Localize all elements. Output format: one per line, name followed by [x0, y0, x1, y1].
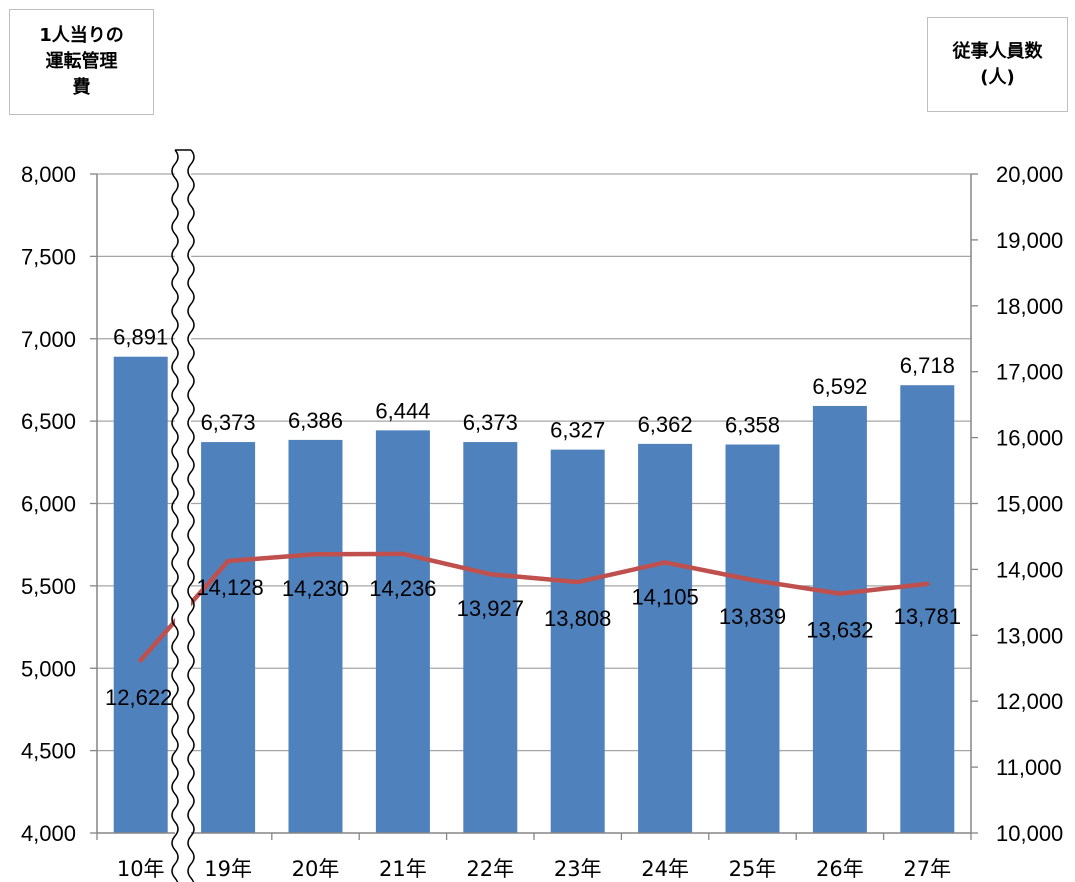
right-tick-label: 20,000 [996, 162, 1063, 187]
left-tick-label: 7,000 [21, 327, 76, 352]
right-tick-label: 16,000 [996, 426, 1063, 451]
bar-data-label: 6,362 [638, 412, 693, 437]
x-tick-label: 21年 [379, 857, 427, 881]
bar [725, 444, 780, 833]
x-tick-label: 27年 [903, 857, 951, 881]
line-point [400, 551, 406, 557]
bar [201, 442, 256, 833]
right-tick-label: 15,000 [996, 492, 1063, 517]
line-point [575, 579, 580, 585]
bar-data-label: 6,592 [812, 374, 867, 399]
bar [463, 442, 518, 833]
bar [375, 430, 430, 833]
bar-data-label: 6,718 [900, 353, 955, 378]
bar-data-label: 6,373 [463, 410, 518, 435]
line-data-label: 14,128 [196, 575, 263, 600]
line-point [313, 552, 318, 557]
line-point [750, 577, 755, 583]
data-labels: 6,891 6,373 6,386 6,444 6,373 6,327 6,362 6,358… [105, 325, 961, 711]
line-series [138, 551, 930, 663]
line-data-label: 14,230 [282, 576, 349, 601]
right-tick-label: 14,000 [996, 557, 1063, 582]
right-tick-label: 11,000 [996, 755, 1062, 780]
left-tick-label: 7,500 [21, 244, 76, 269]
left-tick-label: 6,000 [21, 492, 76, 517]
line-data-label: 13,927 [457, 596, 524, 621]
line-point [837, 591, 843, 596]
line-point [138, 658, 143, 663]
axis-break-band [175, 150, 191, 882]
right-tick-label: 12,000 [996, 689, 1063, 714]
axis-break-right-edge [187, 149, 195, 882]
left-tick-label: 5,000 [21, 656, 76, 681]
line-data-label: 13,839 [719, 604, 786, 629]
x-tick-label: 26年 [816, 857, 864, 881]
right-tick-label: 19,000 [996, 228, 1063, 253]
line-data-label: 13,632 [806, 618, 873, 643]
x-tick-label: 20年 [292, 857, 340, 881]
bar-series [113, 356, 955, 833]
right-tick-label: 10,000 [996, 821, 1063, 846]
x-tick-label: 25年 [729, 857, 777, 881]
x-tick-label: 24年 [641, 857, 689, 881]
line-data-label: 14,105 [631, 584, 698, 609]
line-data-label: 12,622 [105, 685, 172, 710]
right-tick-label: 18,000 [996, 294, 1063, 319]
line-point [662, 560, 668, 565]
x-tick-label: 19年 [204, 857, 252, 881]
axis-break-marker [171, 149, 195, 882]
left-tick-label: 4,500 [21, 739, 76, 764]
line-data-label: 13,781 [894, 604, 961, 629]
line-data-label: 14,236 [369, 576, 436, 601]
left-tick-label: 4,000 [21, 821, 76, 846]
bar [638, 443, 693, 833]
bar-data-label: 6,444 [375, 398, 430, 423]
axes: 4,000 4,500 5,000 5,500 6,000 6,500 7,000 7,500… [21, 162, 1063, 881]
bar-data-label: 6,358 [725, 413, 780, 438]
line-point [925, 581, 930, 587]
line-point [488, 572, 493, 577]
bar-data-label: 6,891 [113, 325, 168, 350]
left-axis-title: 1人当りの 運転管理 費 [9, 9, 154, 115]
bar [550, 449, 605, 833]
bar [812, 405, 867, 833]
bar-data-label: 6,373 [201, 410, 256, 435]
bar [288, 439, 343, 833]
x-tick-label: 23年 [554, 857, 602, 881]
left-tick-label: 6,500 [21, 409, 76, 434]
line-path [138, 551, 930, 663]
line-point [225, 558, 231, 564]
axis-break-left-edge [171, 149, 179, 882]
line-data-label: 13,808 [544, 606, 611, 631]
bar [113, 356, 168, 833]
right-tick-label: 13,000 [996, 623, 1063, 648]
x-tick-label: 22年 [466, 857, 514, 881]
right-axis-title: 従事人員数 (人) [927, 17, 1068, 112]
bar-data-label: 6,327 [550, 418, 605, 443]
x-tick-label: 10年 [117, 857, 165, 881]
bar-data-label: 6,386 [288, 408, 343, 433]
bar [900, 385, 955, 833]
left-tick-label: 5,500 [21, 574, 76, 599]
right-tick-label: 17,000 [996, 360, 1063, 385]
left-tick-label: 8,000 [21, 162, 76, 187]
